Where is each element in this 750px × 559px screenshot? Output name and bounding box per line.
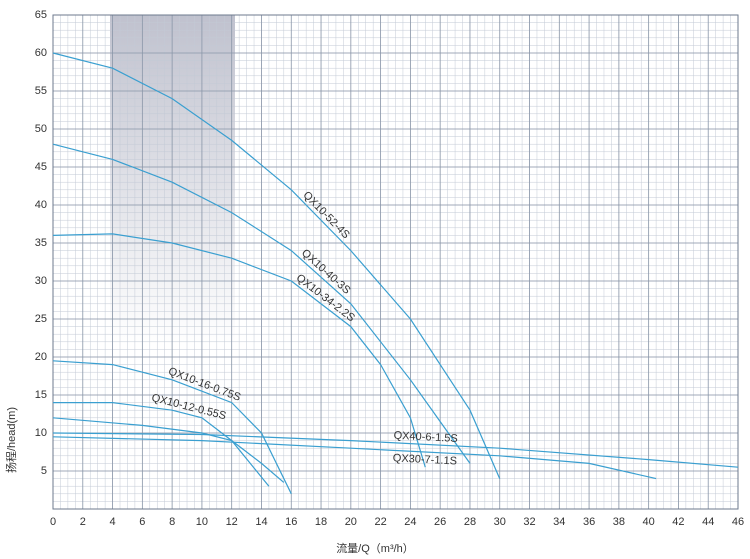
series-label: QX10-52-4S (300, 189, 351, 241)
y-tick-label: 5 (41, 465, 47, 477)
x-tick-label: 20 (345, 516, 357, 528)
x-axis-label: 流量/Q（m³/h） (336, 541, 414, 555)
x-tick-label: 14 (255, 516, 267, 528)
x-tick-label: 10 (196, 516, 208, 528)
x-tick-label: 40 (643, 516, 655, 528)
series-line (52, 143, 471, 464)
y-tick-label: 30 (35, 275, 47, 287)
series-line (52, 436, 657, 480)
y-tick-label: 50 (35, 123, 47, 135)
series-line (52, 417, 285, 483)
y-tick-label: 40 (35, 199, 47, 211)
series-line (52, 233, 426, 468)
x-tick-label: 42 (672, 516, 684, 528)
series-line (53, 402, 270, 487)
x-tick-label: 22 (374, 516, 386, 528)
x-tick-label: 12 (226, 516, 238, 528)
y-tick-label: 60 (35, 47, 47, 59)
x-tick-label: 30 (494, 516, 506, 528)
y-tick-label: 65 (35, 9, 47, 21)
y-tick-label: 20 (35, 351, 47, 363)
y-tick-label: 35 (35, 237, 47, 249)
series-label: QX40-6-1.5S (393, 430, 458, 445)
series-line (52, 432, 739, 468)
x-tick-label: 38 (613, 516, 625, 528)
x-tick-label: 8 (169, 516, 175, 528)
x-tick-label: 2 (80, 516, 86, 528)
x-tick-label: 34 (553, 516, 565, 528)
x-tick-label: 18 (315, 516, 327, 528)
plot-frame (52, 14, 739, 510)
y-tick-label: 10 (35, 427, 47, 439)
x-tick-label: 24 (404, 516, 416, 528)
x-tick-label: 4 (110, 516, 116, 528)
x-tick-label: 0 (50, 516, 56, 528)
y-axis-label: 扬程/head(m) (4, 407, 18, 473)
x-tick-label: 46 (732, 516, 744, 528)
y-tick-label: 25 (35, 313, 47, 325)
x-tick-label: 16 (285, 516, 297, 528)
x-tick-label: 6 (139, 516, 145, 528)
x-tick-label: 32 (523, 516, 535, 528)
x-tick-label: 26 (434, 516, 446, 528)
x-tick-label: 36 (583, 516, 595, 528)
series-line (52, 52, 501, 479)
series-label: QX10-34-2.2S (294, 272, 357, 324)
x-tick-label: 28 (464, 516, 476, 528)
series-line (52, 360, 292, 495)
series-label: QX30-7-1.1S (393, 452, 458, 467)
y-tick-label: 15 (35, 389, 47, 401)
y-tick-label: 45 (35, 161, 47, 173)
x-tick-label: 44 (702, 516, 714, 528)
y-tick-label: 55 (35, 85, 47, 97)
